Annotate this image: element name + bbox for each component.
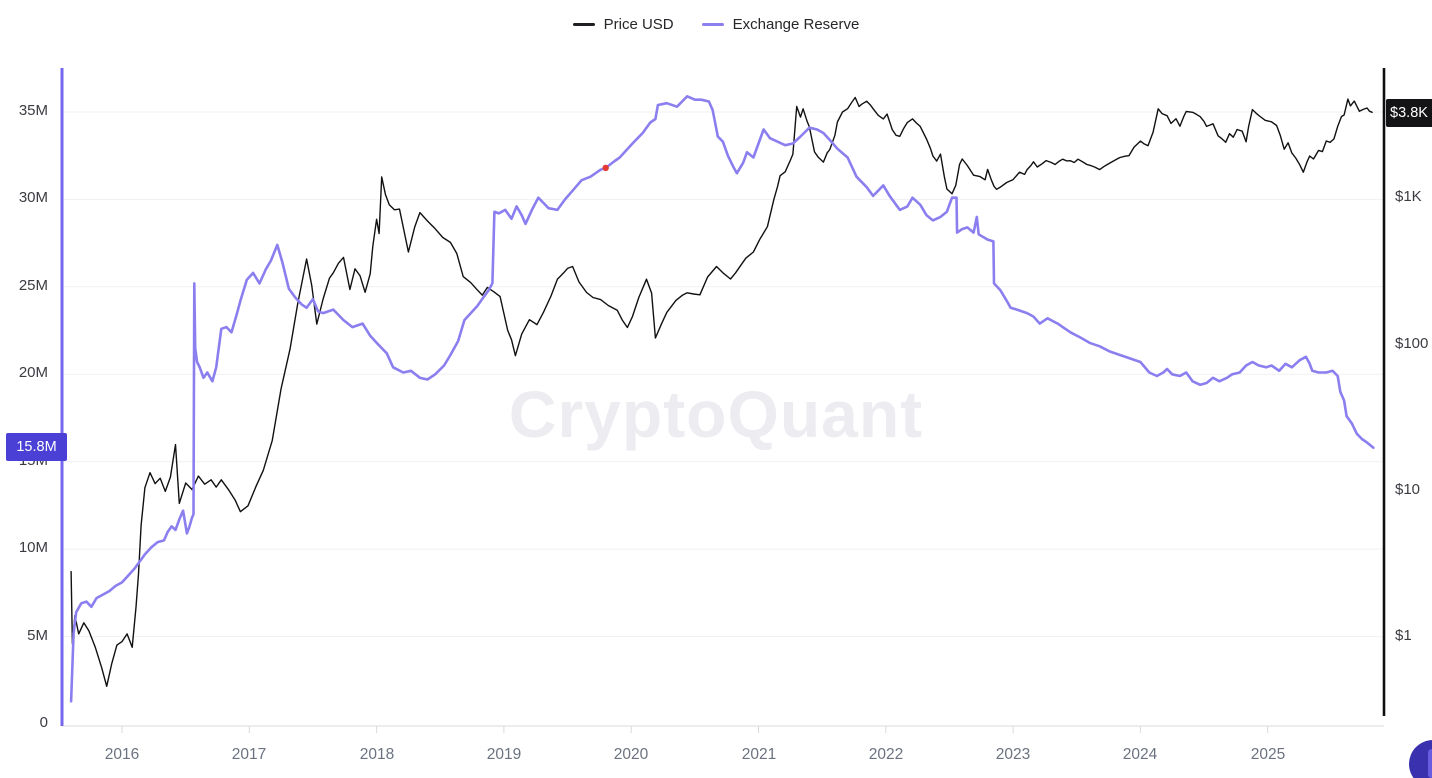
x-axis-label: 2022: [868, 746, 904, 763]
chat-button[interactable]: [1409, 740, 1432, 778]
legend: Price USD Exchange Reserve: [0, 16, 1432, 33]
series-line-exchange-reserve: [69, 95, 1375, 703]
legend-label: Exchange Reserve: [732, 16, 860, 33]
legend-label: Price USD: [603, 16, 674, 33]
x-axis-label: 2024: [1122, 746, 1158, 763]
legend-item-price-usd[interactable]: Price USD: [572, 16, 674, 33]
y-axis-label-left: 0: [39, 714, 48, 731]
legend-item-exchange-reserve[interactable]: Exchange Reserve: [701, 16, 860, 33]
x-axis-label: 2017: [231, 746, 267, 763]
x-axis-label: 2018: [359, 746, 395, 763]
x-axis-label: 2023: [995, 746, 1031, 763]
legend-dash-icon: [701, 23, 724, 26]
x-axis-label: 2025: [1250, 746, 1286, 763]
current-reserve-badge: 15.8M: [6, 433, 67, 461]
y-axis-label-right: $1K: [1395, 188, 1422, 205]
current-price-badge: $3.8K: [1386, 99, 1432, 127]
y-axis-label-left: 20M: [18, 364, 48, 381]
series-line-price-usd: [70, 96, 1373, 687]
y-axis-label-left: 30M: [18, 189, 48, 206]
x-axis-label: 2021: [741, 746, 777, 763]
y-axis-label-left: 35M: [18, 102, 48, 119]
y-axis-label-right: $1: [1395, 627, 1412, 644]
y-axis-label-left: 10M: [18, 539, 48, 556]
y-axis-label-right: $100: [1395, 335, 1429, 352]
y-axis-label-left: 5M: [27, 627, 48, 644]
legend-dash-icon: [572, 23, 595, 26]
y-axis-label-left: 25M: [18, 277, 48, 294]
x-axis-label: 2016: [104, 746, 140, 763]
x-axis-label: 2020: [613, 746, 649, 763]
marker-dot: [602, 164, 609, 172]
y-axis-label-right: $10: [1395, 481, 1421, 498]
chat-icon: [1428, 749, 1432, 778]
x-axis-label: 2019: [486, 746, 522, 763]
